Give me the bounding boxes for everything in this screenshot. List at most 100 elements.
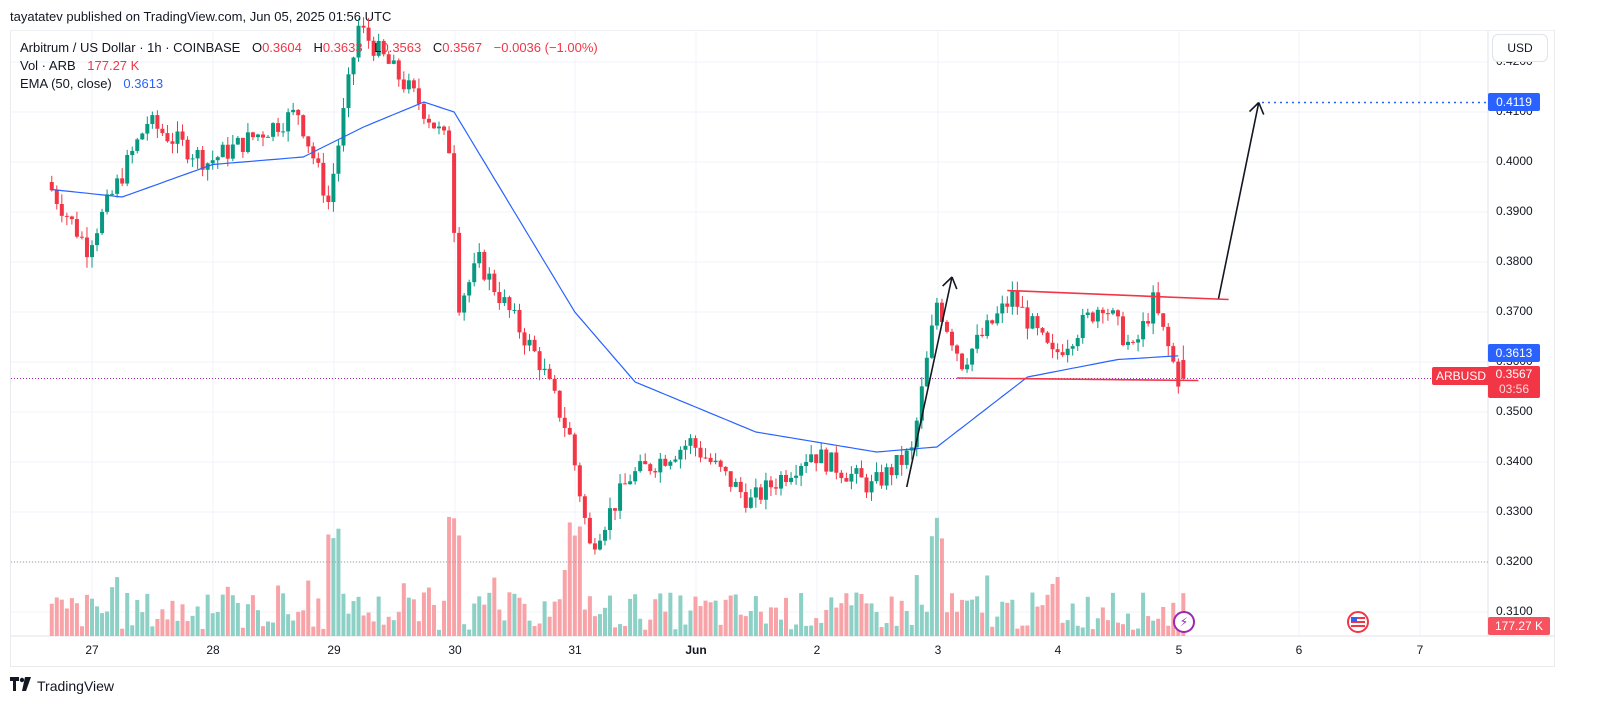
volume-value: 177.27 K: [87, 58, 140, 73]
volume-bar: [814, 618, 819, 636]
target-arrow-head-icon: [1248, 101, 1260, 113]
candle-body: [567, 427, 572, 435]
volume-bar: [985, 575, 990, 636]
candle-body: [618, 483, 623, 511]
candle-body: [1030, 316, 1035, 329]
volume-bar: [683, 624, 688, 636]
candle-body: [562, 417, 567, 428]
price-tick-label: 0.3400: [1496, 454, 1533, 468]
volume-bar: [980, 612, 985, 636]
volume-bar: [557, 599, 562, 636]
candle-body: [597, 540, 602, 550]
volume-bar: [341, 593, 346, 636]
volume-bar: [1110, 592, 1115, 636]
volume-bar: [839, 603, 844, 636]
volume-bar: [1156, 618, 1161, 636]
candle-body: [1085, 312, 1090, 315]
candle-body: [200, 149, 205, 170]
volume-bar: [472, 603, 477, 636]
candle-body: [698, 447, 703, 458]
volume-bar: [995, 616, 1000, 636]
volume-bar: [467, 629, 472, 636]
candle-body: [74, 219, 79, 237]
ema-value: 0.3613: [123, 76, 164, 91]
volume-bar: [1146, 616, 1151, 636]
candle-body: [190, 158, 195, 160]
candle-body: [1005, 303, 1010, 307]
candle-body: [683, 445, 688, 450]
price-tick-label: 0.3300: [1496, 504, 1533, 518]
volume-bar: [819, 622, 824, 636]
volume-bar: [1040, 605, 1045, 636]
candle-body: [995, 313, 1000, 324]
candle-body: [864, 477, 869, 493]
legend-symbol-row[interactable]: Arbitrum / US Dollar · 1h · COINBASE O0.…: [20, 39, 598, 57]
volume-bar: [135, 599, 140, 636]
candle-body: [904, 450, 909, 465]
volume-bar: [718, 624, 723, 636]
tv-logo-icon: [10, 677, 32, 695]
candle-body: [497, 292, 502, 303]
volume-bar: [487, 592, 492, 636]
volume-bar: [894, 625, 899, 636]
volume-bar: [447, 516, 452, 636]
candle-body: [442, 126, 447, 131]
legend-volume-row[interactable]: Vol · ARB 177.27 K: [20, 57, 598, 75]
lightning-event-icon[interactable]: ⚡: [1173, 611, 1195, 633]
volume-bar: [84, 594, 89, 636]
legend-ema-row[interactable]: EMA (50, close) 0.3613: [20, 75, 598, 93]
volume-bar: [64, 608, 69, 636]
candle-body: [115, 178, 120, 194]
candle-body: [135, 139, 140, 151]
volume-bar: [728, 595, 733, 636]
volume-bar: [849, 605, 854, 636]
candle-body: [250, 132, 255, 138]
impulse-arrow: [905, 276, 953, 488]
volume-bar: [975, 596, 980, 636]
candle-body: [1035, 316, 1040, 329]
volume-bar: [960, 599, 965, 636]
volume-bar: [210, 613, 215, 636]
volume-bar: [431, 604, 436, 636]
volume-bar: [688, 610, 693, 636]
channel-top-line: [1007, 289, 1229, 301]
candle-body: [965, 364, 970, 370]
candle-body: [301, 115, 306, 137]
volume-bar: [713, 600, 718, 636]
us-flag-event-icon[interactable]: [1347, 611, 1369, 633]
volume-bar: [708, 602, 713, 636]
currency-button[interactable]: USD: [1492, 34, 1548, 62]
candle-body: [140, 133, 145, 140]
candle-body: [391, 60, 396, 64]
chart-pane[interactable]: [10, 30, 1555, 667]
candle-body: [758, 487, 763, 500]
ema-label: EMA (50, close): [20, 76, 112, 91]
candle-body: [1015, 291, 1020, 307]
candle-body: [1136, 339, 1141, 343]
candle-body: [934, 302, 939, 326]
volume-bar: [482, 604, 487, 636]
candle-body: [789, 477, 794, 483]
ema-price-tag: 0.3613: [1488, 344, 1540, 362]
volume-bar: [532, 626, 537, 636]
price-tick-label: 0.3100: [1496, 604, 1533, 618]
candle-body: [628, 481, 633, 485]
volume-bar: [638, 618, 643, 636]
candle-body: [155, 115, 160, 129]
high-value: 0.3633: [322, 40, 363, 55]
volume-bar: [1035, 606, 1040, 636]
candle-body: [673, 459, 678, 462]
tradingview-logo[interactable]: TradingView: [10, 677, 114, 695]
volume-bar: [266, 621, 271, 636]
volume-bar: [306, 580, 311, 636]
volume-bar: [291, 620, 296, 636]
price-tick-label: 0.3900: [1496, 204, 1533, 218]
volume-bar: [889, 596, 894, 636]
volume-bar: [939, 538, 944, 636]
candle-body: [723, 466, 728, 472]
candle-body: [411, 80, 416, 89]
candle-body: [894, 455, 899, 476]
candle-body: [271, 123, 276, 137]
candle-body: [59, 204, 64, 216]
